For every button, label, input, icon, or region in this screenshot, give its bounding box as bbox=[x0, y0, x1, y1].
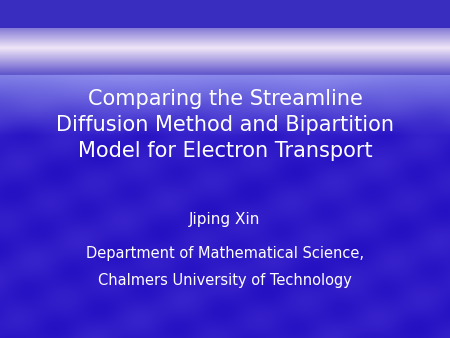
Text: Jiping Xin: Jiping Xin bbox=[189, 212, 261, 227]
Text: Department of Mathematical Science,: Department of Mathematical Science, bbox=[86, 246, 364, 261]
Text: Comparing the Streamline
Diffusion Method and Bipartition
Model for Electron Tra: Comparing the Streamline Diffusion Metho… bbox=[56, 90, 394, 161]
Text: Chalmers University of Technology: Chalmers University of Technology bbox=[98, 273, 352, 288]
